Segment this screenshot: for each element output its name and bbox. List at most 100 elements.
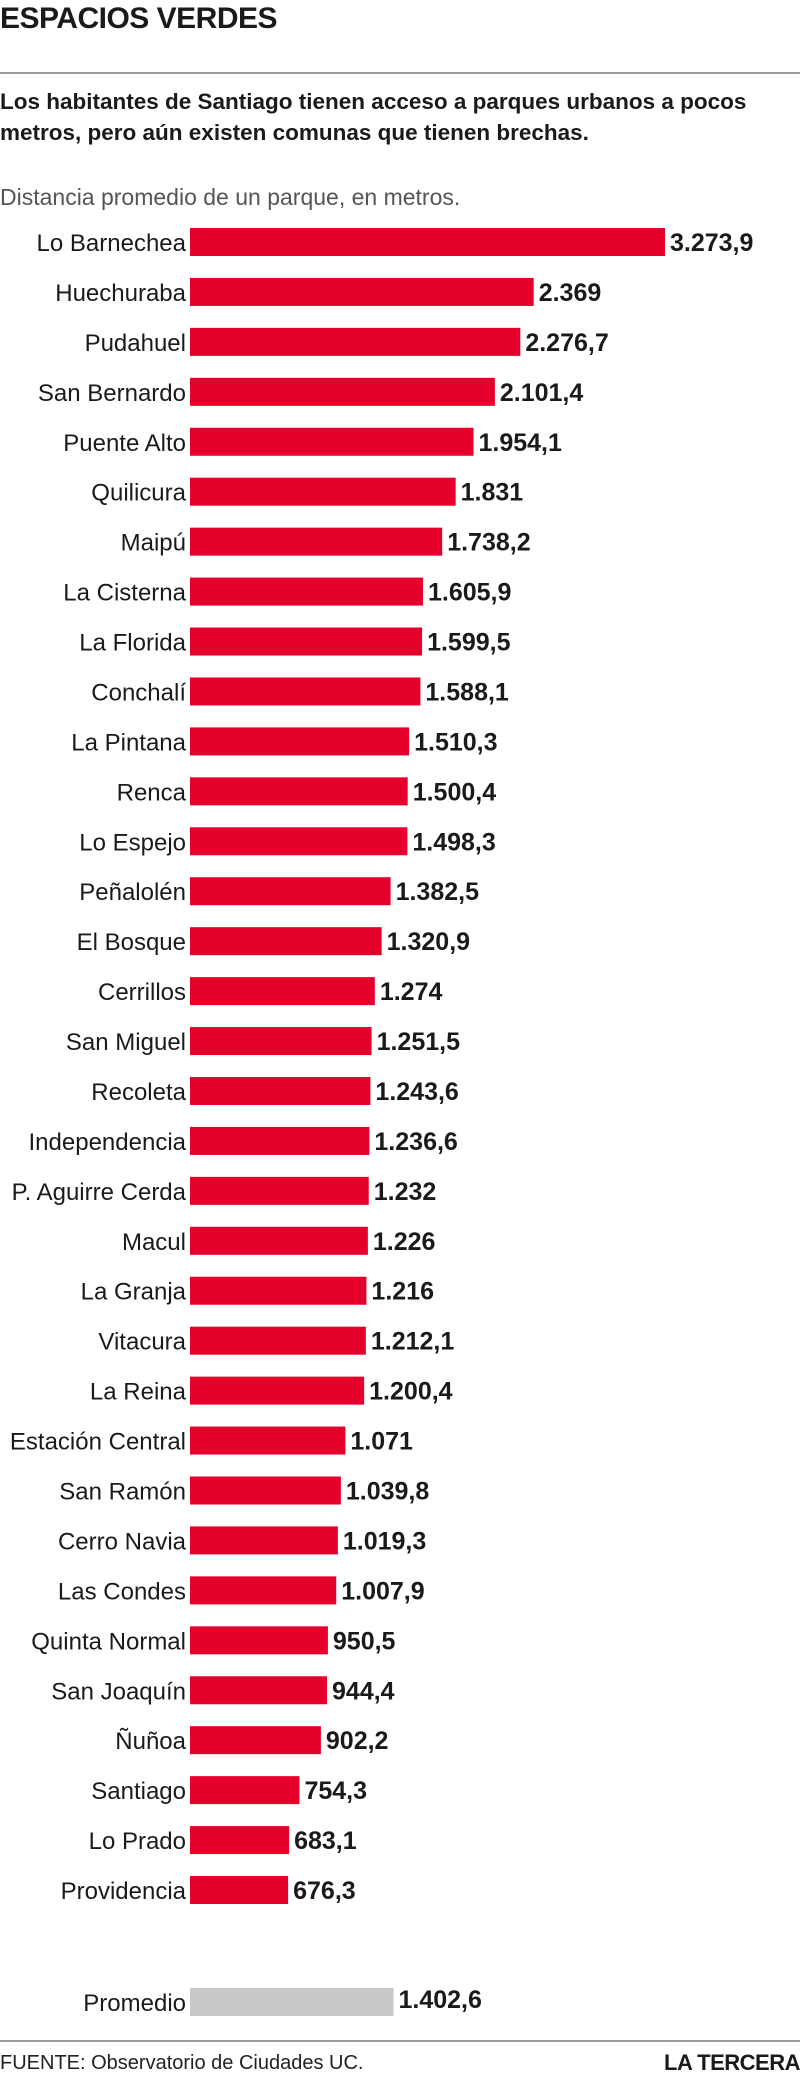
top-divider	[0, 72, 800, 74]
category-label: Lo Prado	[89, 1828, 186, 1855]
category-label: P. Aguirre Cerda	[12, 1179, 187, 1206]
bar	[190, 577, 423, 606]
value-label: 1.019,3	[343, 1527, 426, 1555]
category-label: Puente Alto	[63, 430, 186, 457]
category-label: Lo Espejo	[79, 829, 186, 856]
category-label: Cerrillos	[98, 979, 186, 1006]
category-label: La Florida	[79, 630, 186, 657]
value-label: 1.738,2	[447, 529, 530, 557]
category-label: Maipú	[121, 530, 186, 557]
category-label: Macul	[122, 1229, 186, 1256]
category-label: Renca	[117, 779, 187, 806]
value-label: 3.273,9	[670, 229, 753, 257]
bar	[190, 777, 408, 806]
bar	[190, 1326, 366, 1355]
value-label: 1.382,5	[396, 878, 480, 906]
value-label: 1.588,1	[425, 678, 509, 706]
value-label: 1.510,3	[414, 728, 497, 756]
category-label: La Cisterna	[63, 580, 186, 607]
category-label: Peñalolén	[79, 879, 186, 906]
category-label: San Joaquín	[51, 1678, 186, 1705]
category-label: Lo Barnechea	[37, 230, 187, 257]
bar	[190, 1226, 368, 1255]
category-label: Quinta Normal	[31, 1628, 186, 1655]
value-label: 683,1	[294, 1827, 357, 1855]
category-label: Las Condes	[58, 1578, 186, 1605]
bar	[190, 927, 382, 956]
value-label: 1.007,9	[341, 1577, 424, 1605]
value-label: 676,3	[293, 1877, 356, 1905]
subtitle: Los habitantes de Santiago tienen acceso…	[0, 89, 747, 145]
value-label: 1.251,5	[377, 1028, 461, 1056]
bar	[190, 827, 408, 856]
bar	[190, 377, 495, 406]
category-label: Conchalí	[91, 679, 186, 706]
bar	[190, 1176, 369, 1205]
category-label: Pudahuel	[85, 330, 186, 357]
category-label: La Granja	[81, 1279, 187, 1306]
value-label: 1.500,4	[413, 778, 497, 806]
measure-caption: Distancia promedio de un parque, en metr…	[0, 184, 461, 210]
bar	[190, 1676, 328, 1705]
category-label: Vitacura	[98, 1329, 186, 1356]
average-value-label: 1.402,6	[398, 1986, 481, 2014]
bar	[190, 627, 423, 656]
category-label: San Miguel	[66, 1029, 186, 1056]
value-label: 1.200,4	[369, 1378, 453, 1406]
category-label: Cerro Navia	[58, 1528, 187, 1555]
bar	[190, 1576, 337, 1605]
category-label: Independencia	[29, 1129, 187, 1156]
page-title: ESPACIOS VERDES	[0, 2, 278, 35]
average-bar	[190, 1988, 394, 2016]
category-label: Huechuraba	[55, 280, 186, 307]
value-label: 1.274	[380, 978, 443, 1006]
value-label: 1.216	[371, 1278, 434, 1306]
value-label: 1.243,6	[375, 1078, 458, 1106]
value-label: 754,3	[304, 1777, 367, 1805]
bottom-divider	[0, 2040, 800, 2042]
category-label: San Bernardo	[38, 380, 186, 407]
value-label: 1.599,5	[427, 629, 511, 657]
category-label: Estación Central	[10, 1429, 186, 1456]
value-label: 1.071	[350, 1428, 413, 1456]
bar	[190, 277, 534, 306]
bar	[190, 228, 665, 256]
category-label: La Pintana	[71, 729, 186, 756]
bar	[190, 1027, 372, 1056]
category-label: Ñuñoa	[115, 1728, 186, 1755]
bar	[190, 1776, 300, 1805]
value-label: 1.954,1	[479, 429, 563, 457]
bar	[190, 527, 443, 556]
bar	[190, 1526, 338, 1555]
value-label: 1.039,8	[346, 1478, 430, 1506]
bar	[190, 1076, 371, 1105]
value-label: 944,4	[332, 1677, 395, 1705]
average-label: Promedio	[83, 1990, 186, 2017]
source-note: FUENTE: Observatorio de Ciudades UC.	[0, 2052, 364, 2074]
value-label: 1.831	[461, 479, 524, 507]
value-label: 1.212,1	[371, 1328, 455, 1356]
bar	[190, 727, 410, 756]
bar	[190, 1826, 290, 1855]
bar	[190, 427, 474, 456]
value-label: 1.226	[373, 1228, 436, 1256]
category-label: Quilicura	[91, 480, 186, 507]
category-label: La Reina	[90, 1379, 187, 1406]
value-label: 1.232	[374, 1178, 437, 1206]
category-label: Recoleta	[91, 1079, 186, 1106]
bar	[190, 677, 421, 706]
bar	[190, 1626, 328, 1655]
bar	[190, 1426, 346, 1455]
value-label: 1.605,9	[428, 579, 511, 607]
value-label: 2.276,7	[525, 329, 608, 357]
bar	[190, 877, 391, 906]
bar	[190, 1126, 370, 1155]
value-label: 1.236,6	[374, 1128, 457, 1156]
value-label: 2.369	[539, 279, 602, 307]
bar	[190, 977, 375, 1006]
bar	[190, 1476, 341, 1505]
bar	[190, 1726, 321, 1755]
category-label: San Ramón	[59, 1479, 186, 1506]
bar	[190, 327, 521, 356]
bar	[190, 1876, 289, 1905]
